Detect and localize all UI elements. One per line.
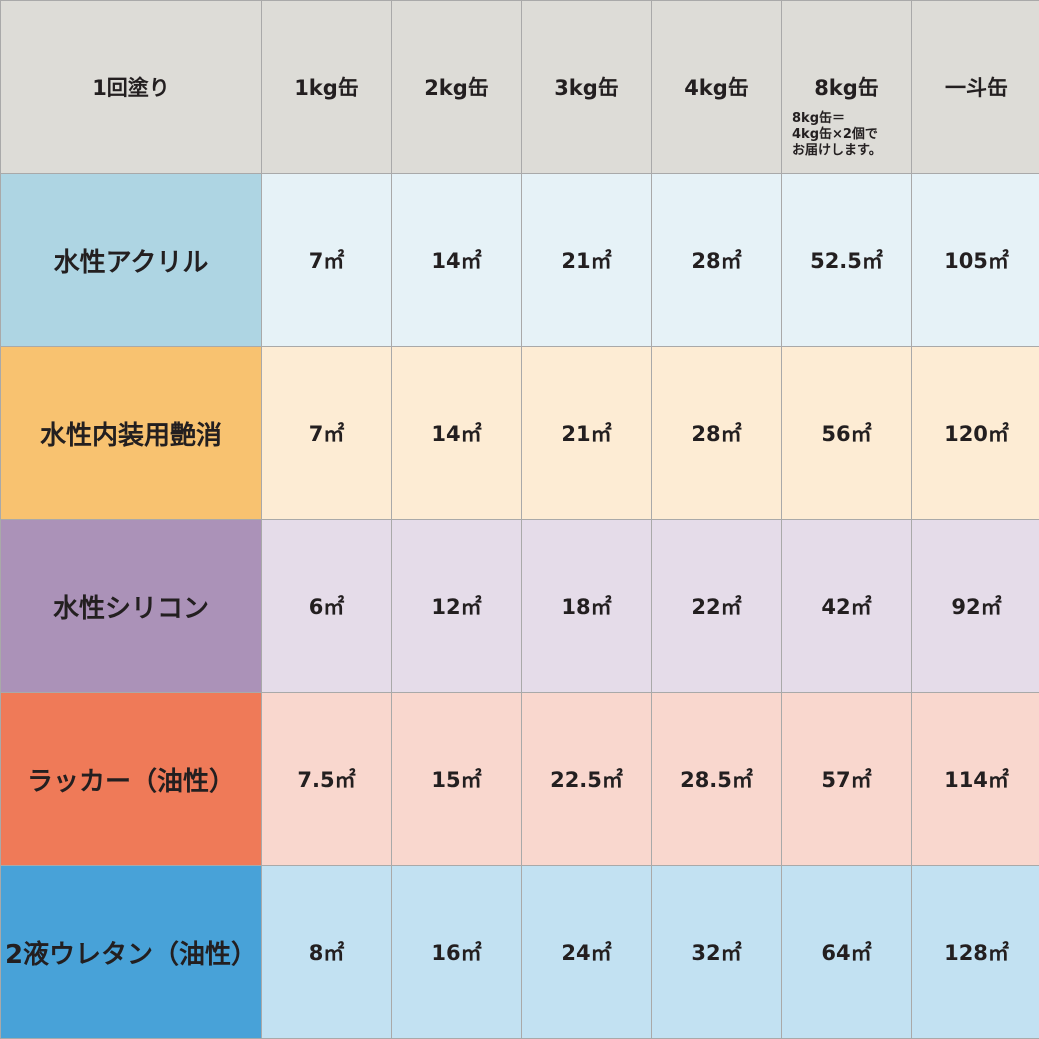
row-label: ラッカー（油性） [0, 692, 262, 866]
table-row: 水性シリコン 6㎡ 12㎡ 18㎡ 22㎡ 42㎡ 92㎡ [0, 519, 1039, 693]
coverage-cell: 114㎡ [911, 692, 1039, 866]
coverage-cell: 120㎡ [911, 346, 1039, 520]
coverage-cell: 42㎡ [781, 519, 912, 693]
table-row: 2液ウレタン（油性） 8㎡ 16㎡ 24㎡ 32㎡ 64㎡ 128㎡ [0, 865, 1039, 1039]
coverage-cell: 56㎡ [781, 346, 912, 520]
row-label: 水性シリコン [0, 519, 262, 693]
coverage-cell: 21㎡ [521, 173, 652, 347]
coverage-cell: 32㎡ [651, 865, 782, 1039]
header-1kg: 1kg缶 [261, 0, 392, 174]
coverage-cell: 7.5㎡ [261, 692, 392, 866]
coverage-cell: 14㎡ [391, 173, 522, 347]
header-3kg: 3kg缶 [521, 0, 652, 174]
header-row: 1回塗り 1kg缶 2kg缶 3kg缶 4kg缶 8kg缶 8kg缶＝ 4kg缶… [0, 0, 1039, 174]
coverage-cell: 8㎡ [261, 865, 392, 1039]
coverage-cell: 16㎡ [391, 865, 522, 1039]
table-row: 水性内装用艶消 7㎡ 14㎡ 21㎡ 28㎡ 56㎡ 120㎡ [0, 346, 1039, 520]
note-line: 8kg缶＝ [792, 111, 845, 126]
header-8kg-label: 8kg缶 [814, 76, 879, 100]
table-row: ラッカー（油性） 7.5㎡ 15㎡ 22.5㎡ 28.5㎡ 57㎡ 114㎡ [0, 692, 1039, 866]
coverage-cell: 57㎡ [781, 692, 912, 866]
coverage-cell: 92㎡ [911, 519, 1039, 693]
coverage-cell: 7㎡ [261, 173, 392, 347]
header-corner: 1回塗り [0, 0, 262, 174]
table-row: 水性アクリル 7㎡ 14㎡ 21㎡ 28㎡ 52.5㎡ 105㎡ [0, 173, 1039, 347]
header-itto: 一斗缶 [911, 0, 1039, 174]
coverage-cell: 6㎡ [261, 519, 392, 693]
row-label: 水性アクリル [0, 173, 262, 347]
header-8kg-note: 8kg缶＝ 4kg缶×2個で お届けします。 [792, 111, 882, 159]
row-label: 2液ウレタン（油性） [0, 865, 262, 1039]
note-line: 4kg缶×2個で [792, 127, 878, 142]
coverage-cell: 21㎡ [521, 346, 652, 520]
coverage-cell: 14㎡ [391, 346, 522, 520]
header-4kg: 4kg缶 [651, 0, 782, 174]
note-line: お届けします。 [792, 143, 882, 158]
coverage-cell: 128㎡ [911, 865, 1039, 1039]
coverage-cell: 7㎡ [261, 346, 392, 520]
header-8kg: 8kg缶 8kg缶＝ 4kg缶×2個で お届けします。 [781, 0, 912, 174]
coverage-cell: 52.5㎡ [781, 173, 912, 347]
coverage-cell: 105㎡ [911, 173, 1039, 347]
coverage-cell: 22.5㎡ [521, 692, 652, 866]
coverage-cell: 28.5㎡ [651, 692, 782, 866]
coverage-cell: 22㎡ [651, 519, 782, 693]
row-label: 水性内装用艶消 [0, 346, 262, 520]
coverage-cell: 15㎡ [391, 692, 522, 866]
coverage-cell: 28㎡ [651, 173, 782, 347]
coverage-cell: 28㎡ [651, 346, 782, 520]
coverage-cell: 64㎡ [781, 865, 912, 1039]
coverage-cell: 24㎡ [521, 865, 652, 1039]
header-2kg: 2kg缶 [391, 0, 522, 174]
coverage-cell: 12㎡ [391, 519, 522, 693]
coverage-cell: 18㎡ [521, 519, 652, 693]
